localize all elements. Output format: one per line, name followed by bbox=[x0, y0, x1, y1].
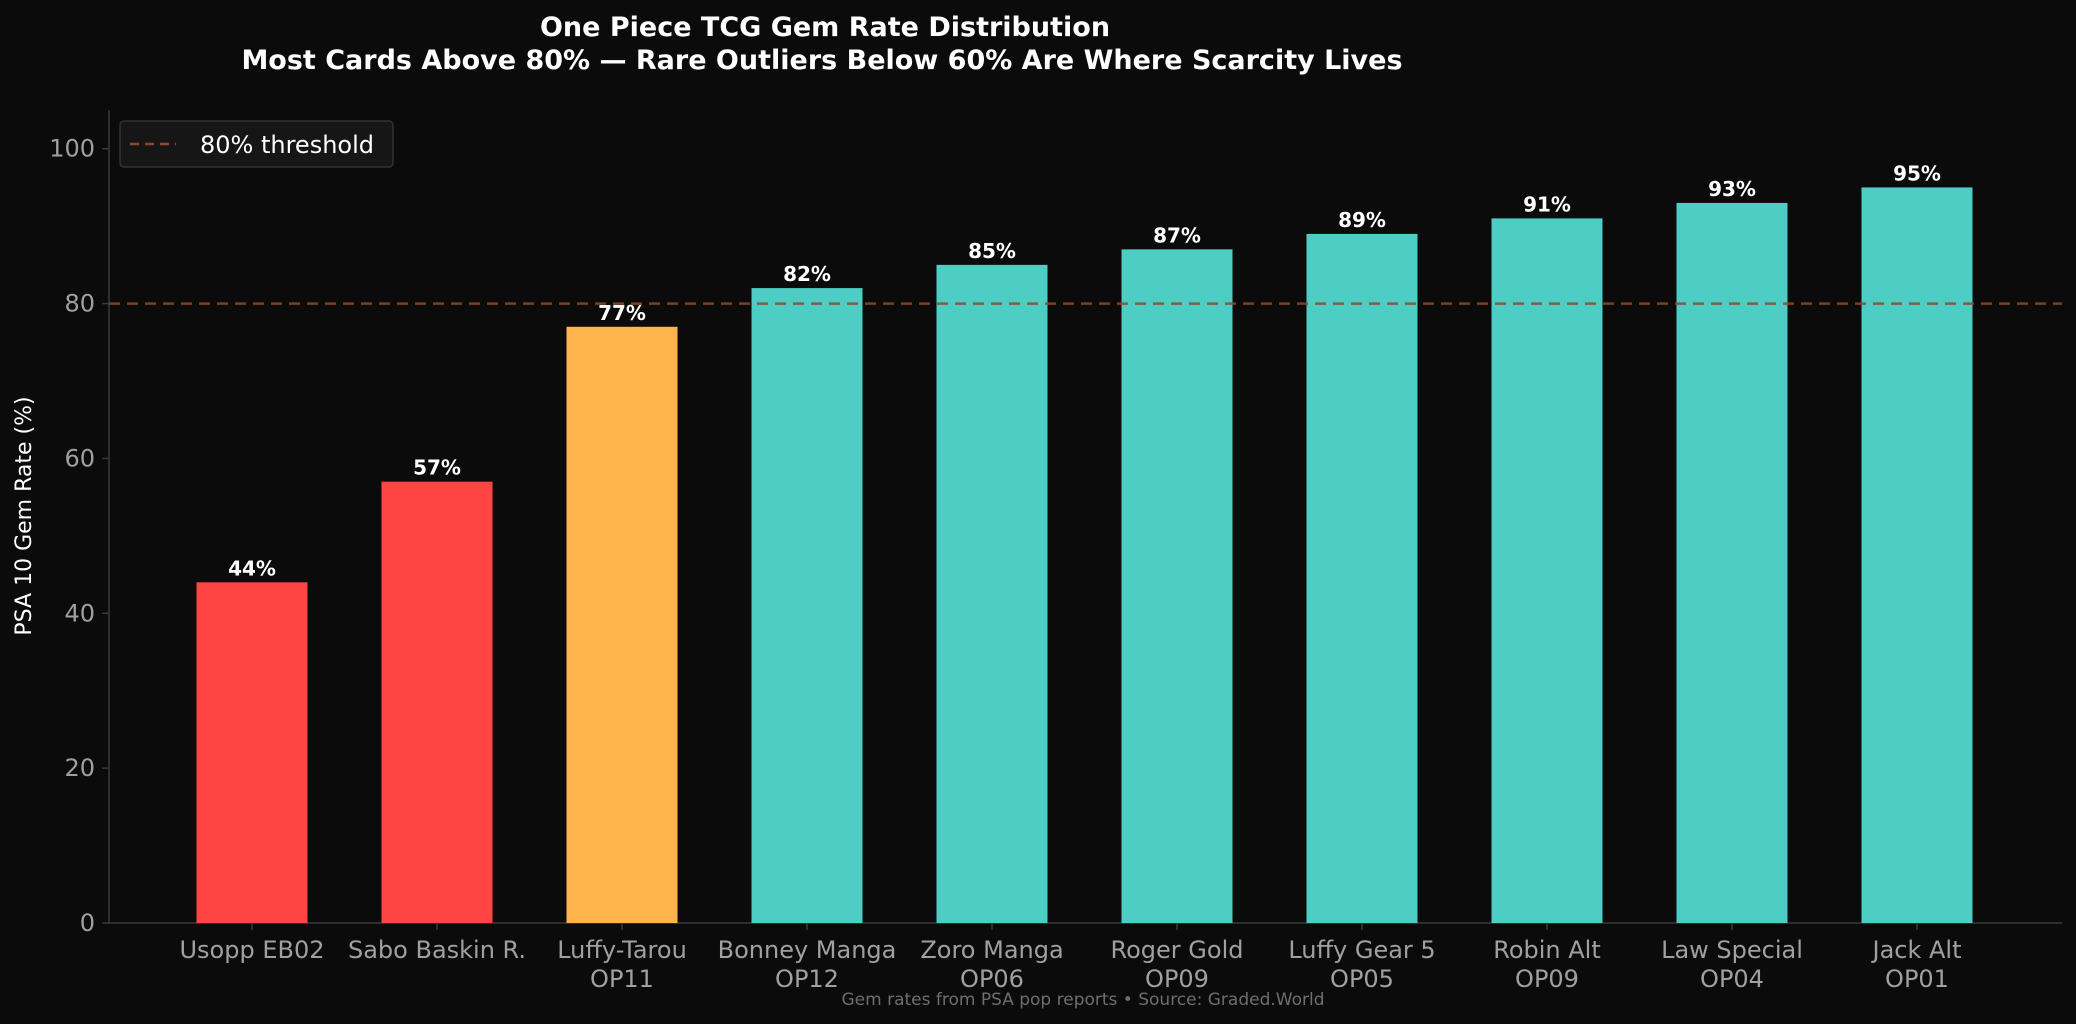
bar bbox=[196, 582, 308, 923]
x-tick-label: OP11 bbox=[590, 965, 654, 993]
y-tick-label: 100 bbox=[49, 135, 95, 163]
x-tick-label: OP06 bbox=[960, 965, 1024, 993]
x-tick-label: Bonney Manga bbox=[718, 936, 897, 964]
x-tick-label: OP01 bbox=[1885, 965, 1949, 993]
bar bbox=[1306, 233, 1418, 923]
y-axis-label: PSA 10 Gem Rate (%) bbox=[12, 396, 37, 635]
x-tick-label: OP09 bbox=[1515, 965, 1579, 993]
bar-value-label: 95% bbox=[1893, 161, 1941, 185]
y-tick-label: 40 bbox=[64, 599, 95, 627]
bar-value-label: 93% bbox=[1708, 177, 1756, 201]
bar-value-label: 82% bbox=[783, 262, 831, 286]
y-tick-label: 20 bbox=[64, 754, 95, 782]
y-tick-label: 0 bbox=[80, 909, 95, 937]
bar-value-label: 57% bbox=[413, 456, 461, 480]
bar bbox=[1491, 218, 1603, 923]
bar-value-label: 87% bbox=[1153, 223, 1201, 247]
plot-area: 0 20 40 60 80 100 44% Usopp EB02 57% Sabo Baskin … bbox=[49, 110, 2062, 993]
x-tick-label: Luffy Gear 5 bbox=[1288, 936, 1435, 964]
legend: 80% threshold bbox=[119, 120, 394, 168]
x-tick-label: Usopp EB02 bbox=[179, 936, 324, 964]
bar bbox=[381, 481, 493, 923]
x-tick-label: OP04 bbox=[1700, 965, 1764, 993]
bar bbox=[1676, 202, 1788, 923]
bar bbox=[936, 264, 1048, 923]
bar bbox=[1861, 187, 1973, 923]
bar bbox=[566, 326, 678, 923]
y-tick-label: 80 bbox=[64, 290, 95, 318]
x-tick-label: Jack Alt bbox=[1870, 936, 1961, 964]
x-tick-label: Roger Gold bbox=[1111, 936, 1244, 964]
x-tick-label: OP12 bbox=[775, 965, 839, 993]
bar-value-label: 44% bbox=[228, 556, 276, 580]
x-tick-label: Sabo Baskin R. bbox=[348, 936, 526, 964]
x-tick-label: OP05 bbox=[1330, 965, 1394, 993]
bar bbox=[751, 288, 863, 924]
chart-subtitle: Most Cards Above 80% — Rare Outliers Bel… bbox=[241, 45, 1402, 76]
x-tick-label: Robin Alt bbox=[1493, 936, 1601, 964]
chart-footer: Gem rates from PSA pop reports • Source:… bbox=[841, 990, 1324, 1010]
legend-box bbox=[119, 120, 394, 168]
chart-title: One Piece TCG Gem Rate Distribution bbox=[540, 12, 1110, 43]
bar-value-label: 89% bbox=[1338, 208, 1386, 232]
x-tick-label: OP09 bbox=[1145, 965, 1209, 993]
x-tick-label: Law Special bbox=[1661, 936, 1803, 964]
x-tick-label: Luffy-Tarou bbox=[557, 936, 687, 964]
y-tick-label: 60 bbox=[64, 444, 95, 472]
bar-value-label: 91% bbox=[1523, 192, 1571, 216]
bar bbox=[1121, 249, 1233, 923]
x-tick-label: Zoro Manga bbox=[920, 936, 1063, 964]
legend-label-threshold: 80% threshold bbox=[200, 131, 374, 159]
bar-value-label: 85% bbox=[968, 239, 1016, 263]
